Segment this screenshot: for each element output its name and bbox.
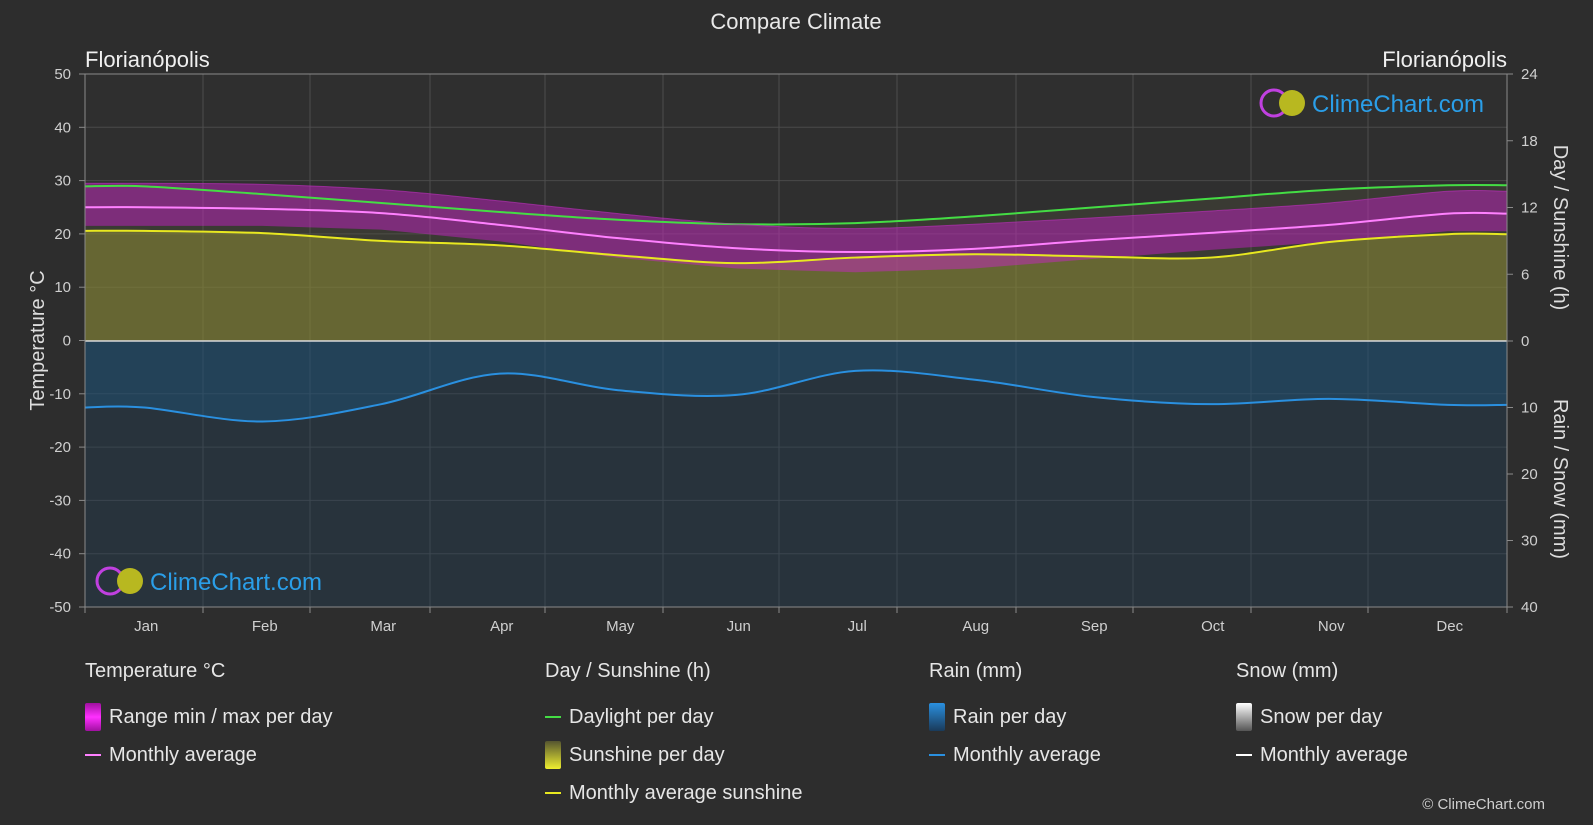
y-left-tick-label: -40 — [49, 546, 71, 563]
temperature-avg-line — [84, 206, 1508, 254]
legend-item-snow-avg: Monthly average — [1236, 736, 1408, 774]
y-left-tick-label: 10 — [54, 279, 71, 296]
x-tick-label: Apr — [490, 618, 513, 635]
y-right-top-tick-label: 18 — [1521, 133, 1538, 150]
x-tick-label: Feb — [252, 618, 278, 635]
legend-item-daylight: Daylight per day — [545, 698, 802, 736]
x-tick-label: May — [606, 618, 635, 635]
x-tick-label: Jul — [848, 618, 867, 635]
legend-item-sunshine-avg: Monthly average sunshine — [545, 774, 802, 812]
snow-avg-swatch — [1236, 754, 1252, 756]
legend-label: Rain per day — [953, 705, 1067, 728]
rain-swatch — [929, 703, 945, 731]
legend-label: Monthly average — [1260, 743, 1408, 766]
location-right: Florianópolis — [1382, 47, 1507, 72]
x-tick-label: Mar — [370, 618, 396, 635]
legend-label: Snow per day — [1260, 705, 1383, 728]
legend-snow: Snow (mm) Snow per day Monthly average — [1236, 660, 1408, 774]
rain-avg-line — [84, 369, 1508, 423]
y-left-tick-label: 40 — [54, 119, 71, 136]
legend-temperature: Temperature °C Range min / max per day M… — [85, 660, 332, 774]
y-left-tick-label: 0 — [63, 333, 71, 350]
legend-label: Monthly average — [109, 743, 257, 766]
rain-background — [85, 341, 1507, 607]
y-left-tick-label: -10 — [49, 386, 71, 403]
legend-item-rain-avg: Monthly average — [929, 736, 1101, 774]
y-right-bottom-tick-label: 30 — [1521, 533, 1538, 550]
x-tick-label: Nov — [1318, 618, 1345, 635]
legend: Temperature °C Range min / max per day M… — [0, 660, 1593, 810]
y-right-bottom-tick-label: 10 — [1521, 400, 1538, 417]
y-axis-label-temperature: Temperature °C — [27, 270, 49, 410]
legend-sun: Day / Sunshine (h) Daylight per day Suns… — [545, 660, 802, 812]
location-left: Florianópolis — [85, 47, 210, 72]
temp-max-edge — [84, 182, 1508, 230]
sunshine-avg-swatch — [545, 792, 561, 794]
legend-rain: Rain (mm) Rain per day Monthly average — [929, 660, 1101, 774]
watermark-text-bottom: ClimeChart.com — [150, 569, 322, 596]
x-tick-label: Jan — [134, 618, 158, 635]
y-left-tick-label: -50 — [49, 599, 71, 616]
y-left-tick-label: -20 — [49, 439, 71, 456]
y-right-top-tick-label: 24 — [1521, 66, 1538, 83]
y-left-tick-label: 50 — [54, 66, 71, 83]
legend-label: Monthly average — [953, 743, 1101, 766]
temp-avg-swatch — [85, 754, 101, 756]
legend-item-sunshine: Sunshine per day — [545, 736, 802, 774]
rain-fill — [85, 341, 1507, 607]
x-tick-label: Aug — [962, 618, 989, 635]
rain-avg-swatch — [929, 754, 945, 756]
legend-item-snow: Snow per day — [1236, 698, 1408, 736]
y-right-top-tick-label: 12 — [1521, 200, 1538, 217]
legend-heading-snow: Snow (mm) — [1236, 660, 1339, 682]
x-tick-label: Jun — [727, 618, 751, 635]
y-right-bottom-tick-label: 40 — [1521, 599, 1538, 616]
legend-label: Range min / max per day — [109, 705, 333, 728]
y-left-tick-label: 20 — [54, 226, 71, 243]
legend-item-temp-range: Range min / max per day — [85, 698, 332, 736]
legend-heading-sun: Day / Sunshine (h) — [545, 660, 711, 682]
daylight-swatch — [545, 716, 561, 718]
legend-item-temp-avg: Monthly average — [85, 736, 332, 774]
y-left-tick-label: 30 — [54, 173, 71, 190]
x-tick-label: Sep — [1081, 618, 1108, 635]
legend-heading-rain: Rain (mm) — [929, 660, 1023, 682]
y-axis-label-rain-snow: Rain / Snow (mm) — [1549, 399, 1571, 559]
logo-sun-icon — [117, 568, 143, 594]
legend-label: Monthly average sunshine — [569, 781, 803, 804]
y-left-tick-label: -30 — [49, 492, 71, 509]
watermark-bottom: ClimeChart.com — [95, 566, 322, 596]
y-right-top-tick-label: 6 — [1521, 266, 1529, 283]
series-lines — [84, 182, 1508, 423]
y-right-bottom-tick-label: 20 — [1521, 466, 1538, 483]
snow-swatch — [1236, 703, 1252, 731]
logo-sun-icon — [1279, 90, 1305, 116]
daylight-line — [84, 183, 1508, 226]
y-axis-label-sunshine: Day / Sunshine (h) — [1549, 145, 1571, 311]
temp-range-swatch — [85, 703, 101, 731]
sunshine-avg-line — [84, 229, 1508, 265]
x-tick-label: Dec — [1436, 618, 1463, 635]
axes: 50 40 30 20 10 0 -10 -20 -30 -40 -50 24 18 12 6 0 10 20 30… — [49, 66, 1537, 635]
legend-item-rain: Rain per day — [929, 698, 1101, 736]
legend-label: Daylight per day — [569, 705, 714, 728]
chart-title: Compare Climate — [710, 9, 881, 34]
watermark-top: ClimeChart.com — [1259, 88, 1484, 118]
legend-label: Sunshine per day — [569, 743, 725, 766]
watermark-text-top: ClimeChart.com — [1312, 91, 1484, 118]
x-tick-label: Oct — [1201, 618, 1225, 635]
sunshine-swatch — [545, 741, 561, 769]
legend-heading-temperature: Temperature °C — [85, 660, 226, 682]
y-right-top-tick-label: 0 — [1521, 333, 1529, 350]
copyright: © ClimeChart.com — [1422, 796, 1545, 813]
daylight-area — [85, 184, 1507, 341]
